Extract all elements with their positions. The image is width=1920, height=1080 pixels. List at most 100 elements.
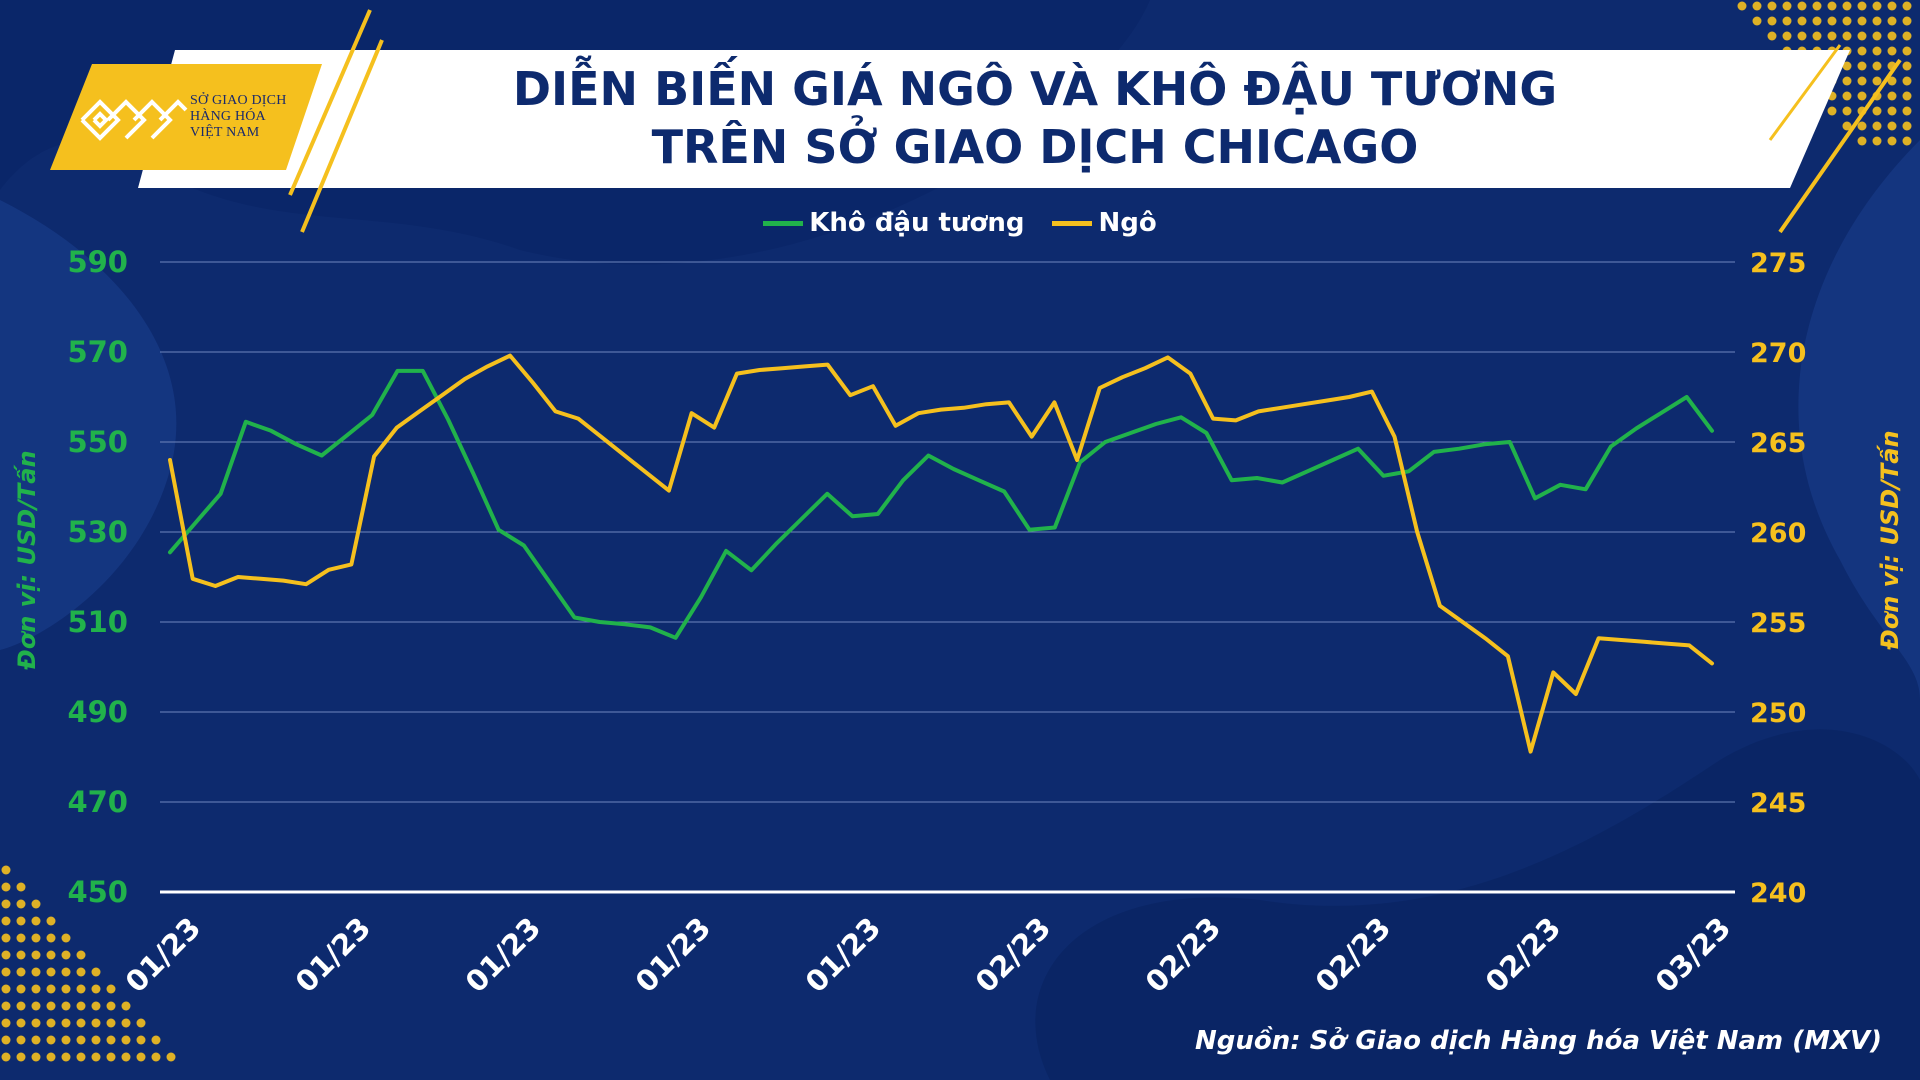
decor-dot — [1, 967, 11, 977]
decor-dot — [1827, 106, 1837, 116]
decor-dot — [1857, 121, 1867, 131]
decor-dot — [1902, 106, 1912, 116]
decor-dot — [1812, 31, 1822, 41]
decor-dot — [1857, 136, 1867, 146]
decor-dot — [61, 967, 71, 977]
decor-dot — [121, 1035, 131, 1045]
x-tick-label: 01/23 — [629, 911, 718, 1000]
decor-dot — [1842, 76, 1852, 86]
decor-dot — [1887, 91, 1897, 101]
decor-dot — [1827, 1, 1837, 11]
decor-dot — [46, 933, 56, 943]
decor-dot — [1872, 61, 1882, 71]
right-tick-label: 275 — [1750, 248, 1806, 279]
right-tick-label: 245 — [1750, 788, 1806, 819]
decor-dot — [16, 950, 26, 960]
accent-stripe-2 — [300, 39, 384, 233]
decor-dot — [1, 882, 11, 892]
decor-dot — [31, 950, 41, 960]
x-tick-label: 03/23 — [1649, 911, 1738, 1000]
left-tick-label: 530 — [67, 515, 128, 549]
decor-dot — [31, 984, 41, 994]
decor-dot — [1, 916, 11, 926]
left-axis-label: Đơn vị: USD/Tấn — [13, 450, 41, 670]
decor-dot — [1767, 16, 1777, 26]
decor-dot — [61, 950, 71, 960]
decor-dot — [136, 1035, 146, 1045]
left-tick-label: 470 — [67, 785, 128, 819]
decor-dot — [91, 1052, 101, 1062]
logo-line: SỞ GIAO DỊCH — [190, 93, 287, 108]
x-tick-label: 02/23 — [1309, 911, 1398, 1000]
decor-dot — [1827, 31, 1837, 41]
decor-dot — [31, 967, 41, 977]
decor-dot — [1, 865, 11, 875]
logo-line: HÀNG HÓA — [190, 109, 266, 124]
right-tick-label: 255 — [1750, 608, 1806, 639]
logo-box — [50, 64, 322, 170]
logo-text: SỞ GIAO DỊCH HÀNG HÓA VIỆT NAM — [190, 93, 310, 141]
decor-dot — [61, 1001, 71, 1011]
decor-dot — [121, 1018, 131, 1028]
decor-dot — [106, 1035, 116, 1045]
right-tick-label: 240 — [1750, 878, 1806, 909]
decor-dot — [151, 1052, 161, 1062]
title-banner — [50, 9, 1902, 234]
decor-dot — [1782, 16, 1792, 26]
decor-dot — [91, 1035, 101, 1045]
decor-dot — [1812, 16, 1822, 26]
decor-dot — [166, 1052, 176, 1062]
background-wave-left — [0, 200, 177, 650]
left-tick-label: 550 — [67, 425, 128, 459]
logo-mark-icon — [80, 99, 188, 141]
decor-dot — [1842, 16, 1852, 26]
decor-dot — [1902, 46, 1912, 56]
decor-dot — [1842, 61, 1852, 71]
decor-dot — [1872, 31, 1882, 41]
series-line-corn — [168, 353, 1714, 754]
decor-dot — [1857, 46, 1867, 56]
decor-dot — [1902, 76, 1912, 86]
decor-dot — [1887, 121, 1897, 131]
decor-dot — [1, 933, 11, 943]
legend-label-soybean-meal: Khô đậu tương — [809, 208, 1025, 238]
decor-dot — [1902, 16, 1912, 26]
decor-dot — [1812, 1, 1822, 11]
dots-left-decoration — [1, 865, 176, 1062]
decor-dot — [1872, 136, 1882, 146]
decor-dot — [1, 899, 11, 909]
decor-dot — [1827, 16, 1837, 26]
decor-dot — [16, 899, 26, 909]
decor-dot — [1857, 1, 1867, 11]
decor-dot — [76, 967, 86, 977]
decor-dot — [76, 950, 86, 960]
decor-dot — [91, 967, 101, 977]
decor-dot — [106, 1001, 116, 1011]
decor-dot — [31, 916, 41, 926]
decor-dot — [1842, 31, 1852, 41]
right-tick-label: 265 — [1750, 428, 1806, 459]
decor-dot — [1902, 136, 1912, 146]
decor-dot — [136, 1018, 146, 1028]
page-title: DIỄN BIẾN GIÁ NGÔ VÀ KHÔ ĐẬU TƯƠNG TRÊN … — [420, 60, 1650, 176]
decor-dot — [1872, 106, 1882, 116]
legend-label-corn: Ngô — [1098, 208, 1157, 238]
decor-dot — [16, 882, 26, 892]
decor-dot — [1872, 46, 1882, 56]
right-axis-label: Đơn vị: USD/Tấn — [1876, 430, 1904, 650]
decor-dot — [1887, 136, 1897, 146]
decor-dot — [46, 950, 56, 960]
x-tick-label: 01/23 — [799, 911, 888, 1000]
legend-item-soybean-meal: Khô đậu tương — [763, 208, 1024, 238]
decor-dot — [46, 1052, 56, 1062]
decor-dot — [16, 1001, 26, 1011]
decor-dot — [136, 1052, 146, 1062]
decor-dot — [1752, 16, 1762, 26]
decor-dot — [106, 984, 116, 994]
decor-dot — [1842, 1, 1852, 11]
decor-dot — [121, 1052, 131, 1062]
x-tick-label: 01/23 — [459, 911, 548, 1000]
decor-dot — [106, 1018, 116, 1028]
decor-dot — [1887, 76, 1897, 86]
decor-dot — [1902, 1, 1912, 11]
